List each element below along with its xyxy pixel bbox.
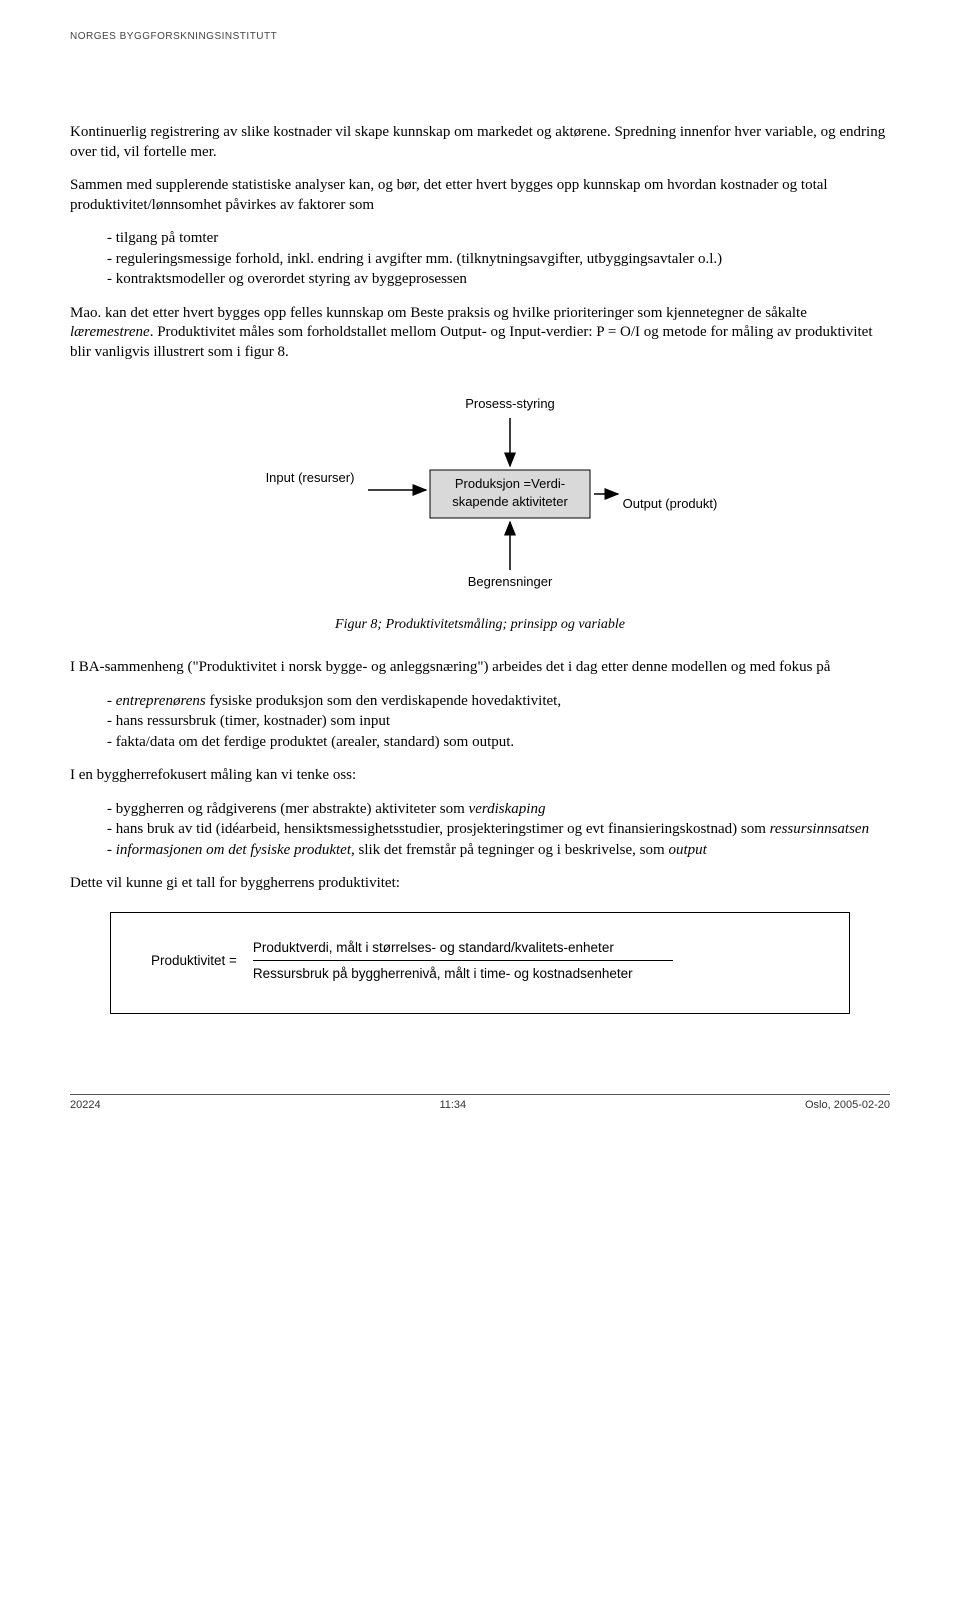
paragraph-6: Dette vil kunne gi et tall for byggherre… <box>70 874 890 894</box>
svg-text:Produksjon =Verdi-: Produksjon =Verdi- <box>455 476 565 491</box>
fraction-line <box>253 960 673 961</box>
formula-denominator: Ressursbruk på byggherrenivå, målt i tim… <box>253 965 673 983</box>
list-item: entreprenørens fysiske produksjon som de… <box>120 692 890 712</box>
list-item: hans ressursbruk (timer, kostnader) som … <box>120 712 890 732</box>
text: byggherren og rådgiverens (mer abstrakte… <box>116 801 469 817</box>
factor-list: tilgang på tomter reguleringsmessige for… <box>70 229 890 290</box>
footer-right: Oslo, 2005-02-20 <box>805 1098 890 1112</box>
diagram-figure-8: Produksjon =Verdi-skapende aktiviteter Pr… <box>70 390 890 600</box>
paragraph-3: Mao. kan det etter hvert bygges opp fell… <box>70 304 890 363</box>
paragraph-1: Kontinuerlig registrering av slike kostn… <box>70 123 890 162</box>
productivity-formula-box: Produktivitet = Produktverdi, målt i stø… <box>110 912 850 1014</box>
paragraph-5: I en byggherrefokusert måling kan vi ten… <box>70 766 890 786</box>
svg-text:skapende aktiviteter: skapende aktiviteter <box>452 494 568 509</box>
svg-text:Output (produkt): Output (produkt) <box>623 496 718 511</box>
process-diagram-svg: Produksjon =Verdi-skapende aktiviteter Pr… <box>200 390 760 600</box>
text-italic: informasjonen om det fysiske produktet <box>116 842 351 858</box>
text: fysiske produksjon som den verdiskapende… <box>206 693 561 709</box>
page-footer: 20224 11:34 Oslo, 2005-02-20 <box>70 1094 890 1112</box>
footer-left: 20224 <box>70 1098 101 1112</box>
paragraph-2: Sammen med supplerende statistiske analy… <box>70 176 890 215</box>
list-item: informasjonen om det fysiske produktet, … <box>120 841 890 861</box>
text: Mao. kan det etter hvert bygges opp fell… <box>70 305 807 321</box>
footer-center: 11:34 <box>439 1098 466 1112</box>
text-italic: ressursinnsatsen <box>770 821 869 837</box>
list-item: hans bruk av tid (idéarbeid, hensiktsmes… <box>120 820 890 840</box>
text-italic: læremestrene <box>70 324 150 340</box>
svg-text:Input (resurser): Input (resurser) <box>266 470 355 485</box>
text: hans bruk av tid (idéarbeid, hensiktsmes… <box>116 821 770 837</box>
text: . Produktivitet måles som forholdstallet… <box>70 324 873 360</box>
list-item: tilgang på tomter <box>120 229 890 249</box>
list-item: fakta/data om det ferdige produktet (are… <box>120 733 890 753</box>
formula-lhs: Produktivitet = <box>151 952 237 970</box>
formula-fraction: Produktverdi, målt i størrelses- og stan… <box>253 939 673 983</box>
list-item: reguleringsmessige forhold, inkl. endrin… <box>120 250 890 270</box>
svg-text:Prosess-styring: Prosess-styring <box>465 396 555 411</box>
paragraph-4: I BA-sammenheng ("Produktivitet i norsk … <box>70 658 890 678</box>
text-italic: output <box>668 842 706 858</box>
list-item: byggherren og rådgiverens (mer abstrakte… <box>120 800 890 820</box>
text: , slik det fremstår på tegninger og i be… <box>351 842 668 858</box>
figure-caption: Figur 8; Produktivitetsmåling; prinsipp … <box>70 616 890 634</box>
list-item: kontraktsmodeller og overordet styring a… <box>120 270 890 290</box>
text-italic: entreprenørens <box>116 693 206 709</box>
svg-text:Begrensninger: Begrensninger <box>468 574 553 589</box>
focus-list: entreprenørens fysiske produksjon som de… <box>70 692 890 753</box>
byggherre-list: byggherren og rådgiverens (mer abstrakte… <box>70 800 890 861</box>
page-header: NORGES BYGGFORSKNINGSINSTITUTT <box>70 30 890 43</box>
formula-numerator: Produktverdi, målt i størrelses- og stan… <box>253 939 673 961</box>
text-italic: verdiskaping <box>469 801 546 817</box>
